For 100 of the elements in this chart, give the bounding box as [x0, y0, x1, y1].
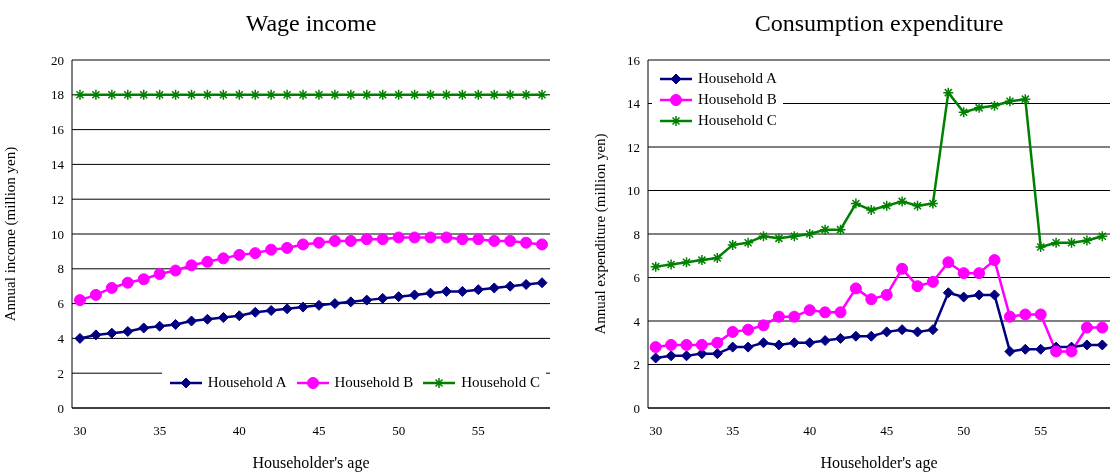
point [313, 299, 325, 311]
point [788, 337, 800, 349]
point [89, 288, 102, 301]
point [328, 234, 341, 247]
point [665, 350, 677, 362]
point [989, 289, 1000, 301]
point [942, 86, 955, 99]
point [804, 337, 816, 349]
point [1034, 308, 1047, 321]
point [297, 238, 310, 251]
point [138, 322, 150, 334]
point [711, 252, 724, 264]
point [186, 315, 197, 327]
y-tick-label: 16 [51, 122, 65, 138]
point [835, 332, 846, 344]
y-tick-label: 4 [633, 313, 641, 329]
point [472, 284, 484, 296]
y-tick-label: 16 [627, 52, 641, 68]
point [926, 275, 939, 288]
point [680, 256, 693, 269]
point [488, 282, 500, 294]
point [281, 303, 293, 315]
point [73, 294, 86, 307]
point [408, 231, 421, 244]
chart-title: Wage income [244, 10, 378, 37]
point [472, 233, 485, 246]
point [957, 106, 970, 118]
point [1065, 345, 1078, 358]
y-tick-label: 14 [627, 96, 641, 112]
point [742, 323, 755, 336]
point [803, 228, 816, 240]
x-axis-title: Householder's age [820, 454, 938, 472]
point [665, 258, 677, 271]
point [504, 280, 516, 292]
point [742, 236, 754, 249]
point [153, 268, 166, 281]
point [850, 197, 862, 210]
point [696, 254, 708, 266]
point [392, 231, 405, 244]
point [1034, 241, 1047, 253]
point [711, 336, 724, 349]
y-tick-label: 2 [57, 365, 64, 381]
point [665, 338, 678, 351]
point [217, 252, 230, 265]
x-tick-label: 35 [726, 423, 740, 439]
point [376, 233, 389, 246]
point [803, 304, 816, 317]
point [880, 288, 893, 301]
x-tick-label: 30 [649, 423, 663, 439]
point [758, 337, 769, 349]
point [424, 231, 437, 244]
point [757, 319, 770, 332]
legend-label: Household B [334, 374, 414, 391]
point [834, 306, 847, 319]
point [650, 352, 662, 364]
point [819, 335, 831, 347]
point [957, 267, 970, 280]
point [788, 310, 801, 323]
point [1004, 345, 1016, 357]
point [881, 326, 893, 338]
x-tick-label: 45 [312, 423, 326, 439]
point [773, 339, 785, 351]
point [201, 255, 214, 268]
point [772, 310, 785, 323]
legend-label: Household A [207, 374, 287, 391]
point [726, 325, 739, 338]
point [377, 292, 389, 304]
point [105, 281, 118, 294]
y-tick-label: 10 [51, 226, 64, 242]
y-tick-label: 6 [633, 270, 641, 286]
point [1019, 343, 1031, 355]
point [265, 243, 278, 256]
point [201, 313, 213, 325]
point [1080, 321, 1093, 334]
y-tick-label: 0 [633, 400, 640, 416]
point [249, 247, 262, 260]
x-tick-label: 50 [392, 423, 406, 439]
point [896, 262, 909, 275]
chart-title: Consumption expenditure [753, 10, 1005, 37]
point [456, 233, 469, 246]
y-tick-label: 20 [51, 52, 64, 68]
point [536, 277, 548, 289]
point [1096, 321, 1109, 334]
y-axis-title: Annual expenditure (million yen) [592, 133, 610, 335]
point [865, 293, 878, 306]
point [896, 195, 908, 208]
point [911, 280, 924, 293]
x-tick-label: 45 [880, 423, 894, 439]
point [121, 276, 134, 289]
point [1019, 308, 1032, 321]
x-tick-label: 40 [232, 423, 246, 439]
point [958, 291, 970, 303]
legend-label: Household C [698, 112, 777, 129]
point [649, 260, 662, 273]
x-tick-label: 35 [153, 423, 167, 439]
point [1004, 95, 1016, 108]
y-tick-label: 12 [51, 191, 64, 207]
x-tick-label: 55 [1034, 423, 1048, 439]
point [681, 350, 692, 362]
point [880, 199, 893, 212]
